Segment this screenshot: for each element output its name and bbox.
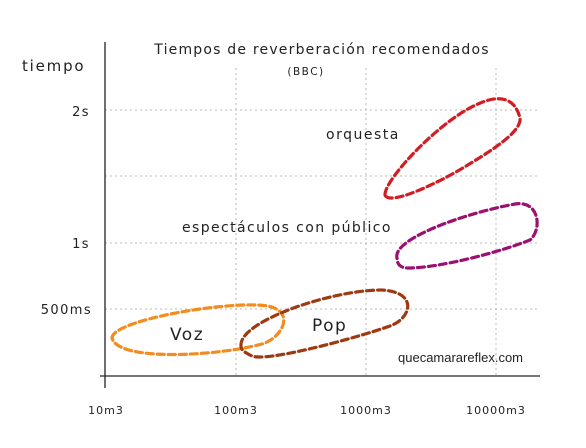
x-tick-label-100m3: 100m3 [214,404,258,417]
x-tick-label-10000m3: 10000m3 [466,404,526,417]
chart-subtitle: (BBC) [287,66,324,78]
region-label-pop: Pop [312,316,347,336]
region-orquesta-outline [383,97,522,200]
axes [100,42,540,388]
y-tick-label-1s: 1s [72,237,90,252]
region-label-orquesta: orquesta [326,127,400,143]
region-voz-outline [110,303,286,357]
region-label-voz: Voz [170,325,204,345]
watermark: quecamarareflex.com [398,350,523,365]
y-tick-label-2s: 2s [72,105,90,120]
x-tick-label-1000m3: 1000m3 [340,404,392,417]
y-axis-label: tiempo [22,57,85,75]
y-tick-label-500ms: 500ms [41,303,92,318]
grid [105,68,540,376]
region-label-espectaculos: espectáculos con público [182,220,392,236]
region-espectaculos-outline [395,202,539,270]
regions [110,97,539,359]
region-pop-outline [239,288,410,359]
x-tick-label-10m3: 10m3 [88,404,124,417]
chart-title: Tiempos de reverberación recomendados [153,42,490,58]
